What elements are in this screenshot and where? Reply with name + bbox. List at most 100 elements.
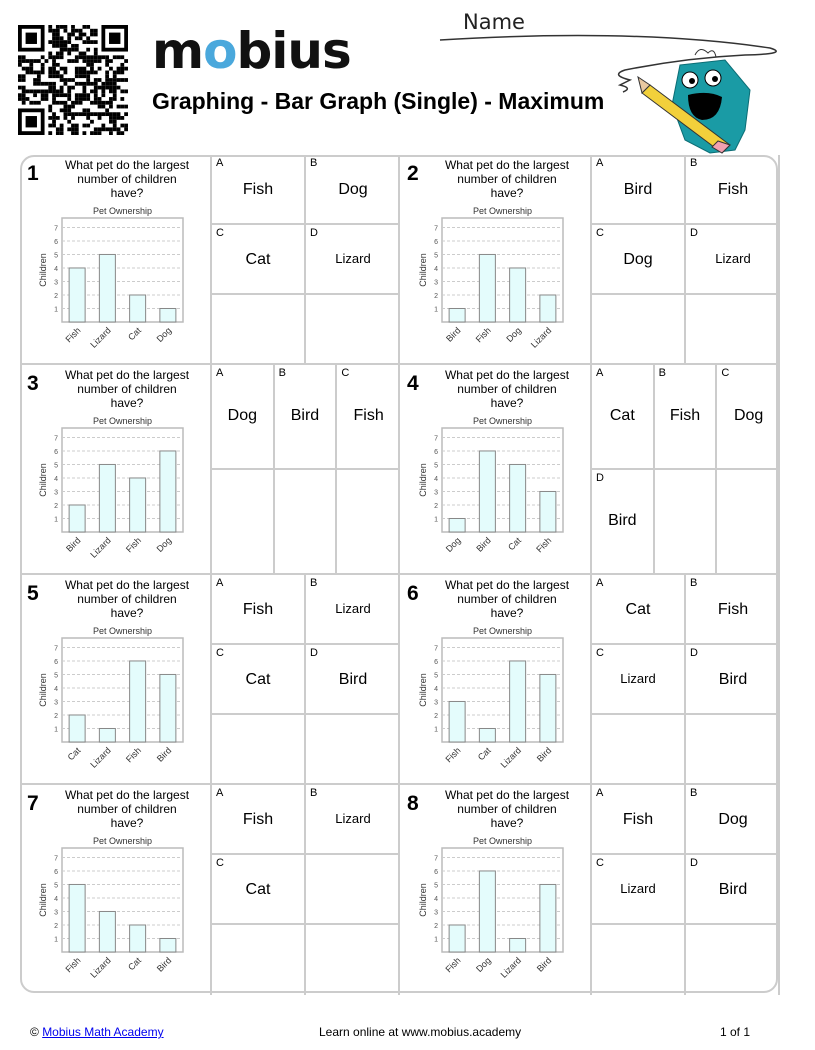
answer-option-c[interactable]: C Cat [212, 225, 306, 295]
answer-option-a[interactable]: A Fish [212, 155, 306, 225]
x-tick-label: Dog [504, 325, 523, 344]
answer-option-b[interactable]: B Fish [686, 155, 780, 225]
answer-option-a[interactable]: A Bird [592, 155, 686, 225]
x-tick-label: Bird [155, 955, 173, 973]
answer-grid: A Fish B Dog C Lizard D Bird [590, 785, 780, 995]
mobius-academy-link[interactable]: Mobius Math Academy [42, 1025, 164, 1039]
option-text: Fish [717, 181, 749, 198]
answer-option-b[interactable]: B Fish [654, 365, 718, 470]
option-letter: D [690, 227, 698, 239]
y-tick-label: 5 [54, 462, 58, 469]
answer-option-c[interactable]: C Cat [212, 645, 306, 715]
y-axis-label: Children [418, 883, 428, 917]
option-letter: D [690, 857, 698, 869]
answer-grid: A Cat B Fish C Dog D Bird [590, 365, 780, 575]
bar-chart: Pet Ownership 1 2 3 4 5 6 7 Children Fish Dog Lizar… [418, 836, 564, 980]
y-tick-label: 3 [434, 489, 438, 496]
y-tick-label: 3 [54, 489, 58, 496]
answer-option-c[interactable]: C Dog [717, 365, 780, 470]
x-tick-label: Lizard [499, 745, 523, 769]
y-axis-label: Children [418, 253, 428, 287]
answer-option-c[interactable]: C Lizard [592, 855, 686, 925]
y-tick-label: 6 [434, 449, 438, 456]
problem-7: 7 What pet do the largest number of chil… [20, 785, 400, 995]
answer-option-c[interactable]: C Fish [337, 365, 400, 470]
bar-lizard [539, 294, 557, 323]
problem-2: 2 What pet do the largest number of chil… [400, 155, 780, 365]
empty-answer-cell [717, 470, 780, 575]
empty-answer-cell [337, 470, 400, 575]
mascot-illustration [637, 49, 751, 154]
problem-number: 8 [407, 792, 419, 815]
answer-option-d[interactable]: D Lizard [686, 225, 780, 295]
problem-number: 7 [27, 792, 39, 815]
option-text: Lizard [620, 671, 656, 686]
y-tick-label: 6 [434, 869, 438, 876]
answer-option-c[interactable]: C Dog [592, 225, 686, 295]
option-text: Fish [353, 407, 384, 424]
answer-option-b[interactable]: B Bird [274, 365, 338, 470]
option-letter: A [596, 367, 604, 379]
option-letter: B [310, 157, 318, 169]
y-tick-label: 2 [54, 923, 58, 930]
answer-option-c[interactable]: C Lizard [592, 645, 686, 715]
answer-option-a[interactable]: A Fish [212, 785, 306, 855]
answer-option-b[interactable]: B Dog [686, 785, 780, 855]
answer-option-a[interactable]: A Fish [592, 785, 686, 855]
y-tick-label: 7 [54, 645, 58, 652]
x-tick-label: Fish [534, 535, 553, 554]
problem-number: 5 [27, 582, 39, 605]
x-tick-label: Dog [444, 535, 463, 554]
answer-option-d[interactable]: D Bird [686, 645, 780, 715]
footer-learn-online: Learn online at www.mobius.academy [319, 1025, 522, 1039]
x-tick-label: Fish [443, 955, 462, 974]
option-letter: B [690, 157, 698, 169]
option-text: Cat [245, 251, 271, 268]
bar-bird [448, 307, 466, 323]
answer-option-a[interactable]: A Cat [592, 365, 655, 470]
answer-option-d[interactable]: D Bird [592, 470, 655, 575]
answer-option-d[interactable]: D Lizard [306, 225, 400, 295]
option-letter: B [658, 367, 666, 379]
empty-answer-cell [306, 925, 400, 995]
option-text: Lizard [335, 811, 371, 826]
bar-cat [68, 714, 86, 743]
answer-option-a[interactable]: A Cat [592, 575, 686, 645]
bar-fish [68, 883, 86, 953]
option-letter: D [310, 227, 318, 239]
problem-number: 3 [27, 372, 39, 395]
answer-option-b[interactable]: B Dog [306, 155, 400, 225]
y-tick-label: 6 [54, 869, 58, 876]
x-tick-label: Lizard [88, 955, 112, 979]
problem-3: 3 What pet do the largest number of chil… [20, 365, 400, 575]
answer-option-c[interactable]: C Cat [212, 855, 306, 925]
option-letter: C [596, 857, 604, 869]
x-tick-label: Bird [535, 745, 553, 763]
x-tick-label: Lizard [88, 535, 112, 559]
x-tick-label: Fish [474, 325, 493, 344]
option-letter: D [310, 647, 318, 659]
qr-code [18, 25, 128, 135]
x-tick-label: Bird [64, 535, 82, 553]
answer-option-d[interactable]: D Bird [306, 645, 400, 715]
page-number: 1 of 1 [720, 1025, 751, 1039]
y-tick-label: 1 [434, 726, 438, 733]
answer-option-a[interactable]: A Dog [212, 365, 275, 470]
answer-option-d[interactable]: D Bird [686, 855, 780, 925]
chart-title: Pet Ownership [473, 416, 532, 426]
y-tick-label: 7 [434, 855, 438, 862]
answer-option-b[interactable]: B Lizard [306, 785, 400, 855]
option-text: Cat [245, 671, 271, 688]
option-text: Dog [623, 251, 653, 268]
y-tick-label: 4 [434, 896, 438, 903]
mobius-logo: mobius [152, 22, 352, 80]
y-tick-label: 7 [434, 435, 438, 442]
answer-option-b[interactable]: B Lizard [306, 575, 400, 645]
chart-title: Pet Ownership [473, 836, 532, 846]
answer-option-a[interactable]: A Fish [212, 575, 306, 645]
x-tick-label: Bird [155, 745, 173, 763]
y-tick-label: 2 [434, 923, 438, 930]
empty-answer-cell [212, 925, 306, 995]
answer-option-b[interactable]: B Fish [686, 575, 780, 645]
bar-bird [539, 673, 557, 743]
